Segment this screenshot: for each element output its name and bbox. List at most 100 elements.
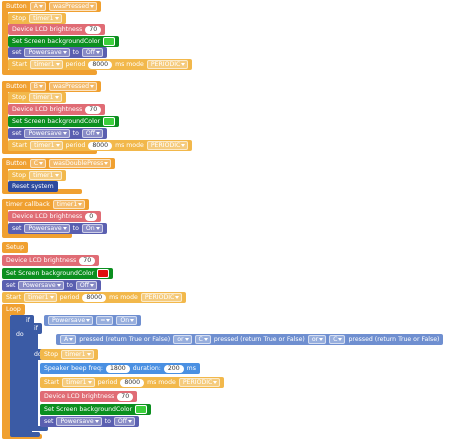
dropdown[interactable]: =	[96, 316, 114, 325]
block-label: to	[104, 418, 111, 425]
dropdown[interactable]: Off	[81, 129, 104, 138]
input-field[interactable]: 70	[85, 105, 102, 114]
input-field[interactable]: 1800	[105, 364, 130, 373]
dropdown[interactable]: C	[194, 335, 211, 344]
input-field[interactable]: 70	[79, 256, 96, 265]
block[interactable]: Speaker beep freq: 1800 duration: 200 ms	[40, 363, 200, 374]
dropdown[interactable]: PERIODIC	[140, 293, 183, 302]
color-swatch[interactable]	[103, 117, 116, 126]
block[interactable]: Set Screen backgroundColor	[2, 268, 114, 279]
input-field[interactable]: 8000	[82, 293, 107, 302]
block[interactable]: Device LCD brightness 70	[40, 391, 138, 402]
block[interactable]: Set Screen backgroundColor	[40, 404, 152, 415]
input-field[interactable]: 0	[85, 212, 98, 221]
block-label: if	[34, 325, 38, 332]
block-label: period	[97, 379, 118, 386]
block[interactable]: Device LCD brightness 70	[8, 24, 106, 35]
dropdown[interactable]: timer1	[52, 200, 86, 209]
dropdown[interactable]: timer1	[29, 93, 62, 102]
dropdown[interactable]: Powersave	[48, 316, 94, 325]
block[interactable]: Device LCD brightness 70	[2, 255, 100, 266]
input-field[interactable]: 200	[163, 364, 184, 373]
dropdown[interactable]: timer1	[30, 141, 63, 150]
dropdown[interactable]: wasPressed	[48, 82, 98, 91]
color-swatch[interactable]	[97, 269, 110, 278]
block[interactable]: Stop timer1	[8, 13, 66, 24]
input-field[interactable]: 8000	[120, 378, 145, 387]
dropdown[interactable]: A	[29, 2, 46, 11]
dropdown[interactable]: timer1	[29, 171, 62, 180]
color-swatch[interactable]	[103, 37, 116, 46]
block[interactable]: timer callback timer1	[2, 199, 90, 210]
dropdown[interactable]: PERIODIC	[178, 378, 221, 387]
block[interactable]: Set Screen backgroundColor	[8, 116, 120, 127]
block[interactable]: set Powersave to On	[8, 223, 107, 234]
block[interactable]: Start timer1 period 8000 ms mode PERIODIC	[8, 140, 193, 151]
color-swatch[interactable]	[135, 405, 148, 414]
dropdown[interactable]: timer1	[62, 378, 95, 387]
block-label: timer callback	[6, 201, 50, 208]
block-frame	[2, 304, 10, 438]
dropdown[interactable]: Powersave	[18, 281, 64, 290]
block-label: Button	[6, 83, 27, 90]
input-field[interactable]: 70	[117, 392, 134, 401]
block-label: Device LCD brightness	[12, 213, 83, 220]
input-field[interactable]: 70	[85, 25, 102, 34]
dropdown[interactable]: PERIODIC	[146, 60, 189, 69]
block[interactable]: if	[30, 323, 42, 334]
block[interactable]: set Powersave to Off	[2, 280, 102, 291]
block[interactable]: if	[22, 315, 34, 326]
block[interactable]: Device LCD brightness 70	[8, 104, 106, 115]
block-label: Start	[6, 294, 22, 301]
block[interactable]: do	[12, 329, 28, 340]
input-field[interactable]: 8000	[88, 141, 113, 150]
dropdown[interactable]: Off	[75, 281, 98, 290]
block[interactable]: Start timer1 period 8000 ms mode PERIODIC	[8, 59, 193, 70]
dropdown[interactable]: wasPressed	[48, 2, 98, 11]
block-label: Device LCD brightness	[6, 257, 77, 264]
block[interactable]: set Powersave to Off	[8, 128, 108, 139]
dropdown[interactable]: A	[60, 335, 77, 344]
dropdown[interactable]: C	[29, 159, 47, 168]
dropdown[interactable]: Powersave	[24, 48, 70, 57]
dropdown[interactable]: Powersave	[24, 129, 70, 138]
dropdown[interactable]: or	[307, 335, 327, 344]
dropdown[interactable]: timer1	[29, 14, 62, 23]
dropdown[interactable]: On	[81, 224, 103, 233]
dropdown[interactable]: timer1	[30, 60, 63, 69]
input-field[interactable]: 8000	[88, 60, 113, 69]
block[interactable]: Start timer1 period 8000 ms mode PERIODIC	[2, 292, 187, 303]
block-label: Device LCD brightness	[12, 106, 83, 113]
dropdown[interactable]: or	[173, 335, 192, 344]
dropdown[interactable]: Off	[81, 48, 104, 57]
block[interactable]: Set Screen backgroundColor	[8, 36, 120, 47]
dropdown[interactable]: C	[329, 335, 346, 344]
block[interactable]: Stop timer1	[40, 349, 98, 360]
block[interactable]: Loop	[2, 304, 25, 315]
dropdown[interactable]: PERIODIC	[146, 141, 189, 150]
block[interactable]: set Powersave to Off	[8, 47, 108, 58]
block[interactable]: Reset system	[8, 181, 58, 192]
dropdown[interactable]: timer1	[24, 293, 57, 302]
dropdown[interactable]: Powersave	[24, 224, 70, 233]
block[interactable]: Start timer1 period 8000 ms mode PERIODIC	[40, 377, 225, 388]
block[interactable]: Stop timer1	[8, 170, 66, 181]
dropdown[interactable]: B	[29, 82, 46, 91]
block-label: period	[59, 294, 80, 301]
dropdown[interactable]: Powersave	[56, 417, 102, 426]
block-label: pressed (return True or False)	[213, 336, 305, 343]
block[interactable]: do	[30, 349, 46, 360]
dropdown[interactable]: On	[116, 316, 138, 325]
block[interactable]: Stop timer1	[8, 92, 66, 103]
dropdown[interactable]: Off	[113, 417, 136, 426]
block[interactable]: Powersave = On	[44, 315, 142, 326]
block[interactable]: Device LCD brightness 0	[8, 211, 102, 222]
block[interactable]: set Powersave to Off	[40, 416, 140, 427]
dropdown[interactable]: wasDoublePress	[49, 159, 112, 168]
dropdown[interactable]: timer1	[61, 350, 94, 359]
block[interactable]: Setup	[2, 242, 29, 253]
